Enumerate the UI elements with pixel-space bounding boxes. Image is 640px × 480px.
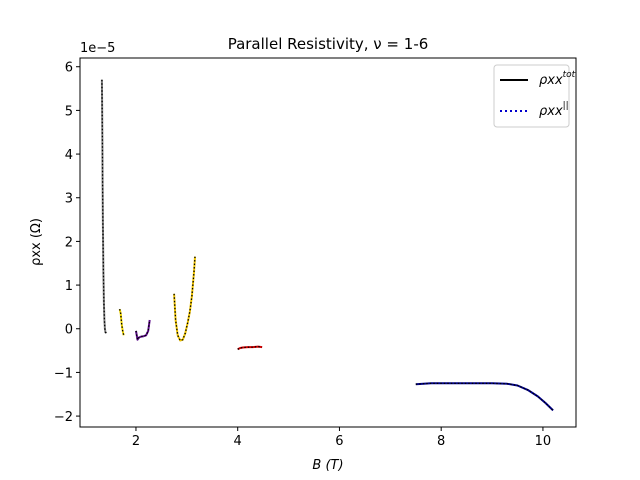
x-tick-label: 2 [132, 434, 140, 449]
y-tick-label: 1 [65, 279, 73, 294]
legend-label-parallel: ρxx|| [539, 101, 569, 119]
y-tick-label: 3 [65, 192, 73, 207]
y-tick-label: 0 [65, 323, 73, 338]
y-tick-label: 6 [65, 61, 73, 76]
x-tick-label: 10 [535, 434, 552, 449]
series-layer [100, 79, 554, 412]
plot-frame [79, 57, 577, 428]
legend: ρxxtot ρxx|| [493, 64, 576, 128]
y-tick-label: 4 [65, 148, 73, 163]
legend-label-tot: ρxxtot [539, 70, 576, 88]
series-line-parallel [173, 256, 196, 342]
x-axis-label: B (T) [312, 458, 343, 473]
series-line-parallel [135, 319, 151, 342]
series-line-parallel [119, 308, 125, 336]
y-axis-label: ρxx (Ω) [29, 218, 44, 266]
x-tick-label: 4 [234, 434, 242, 449]
y-tick-label: −2 [54, 410, 73, 425]
series-line-parallel [237, 345, 263, 350]
y-scale-label: 1e−5 [80, 41, 115, 56]
y-tick-label: 5 [65, 104, 73, 119]
y-axis: −2 −1 0 1 2 3 4 5 6 [54, 61, 80, 425]
y-tick-label: −1 [54, 366, 73, 381]
series-line-tot [100, 79, 108, 334]
x-axis: 2 4 6 8 10 [132, 427, 551, 449]
x-tick-label: 8 [437, 434, 445, 449]
chart-title: Parallel Resistivity, ν = 1-6 [228, 35, 429, 53]
x-tick-label: 6 [335, 434, 343, 449]
y-tick-label: 2 [65, 235, 73, 250]
series-line-parallel [415, 382, 554, 411]
